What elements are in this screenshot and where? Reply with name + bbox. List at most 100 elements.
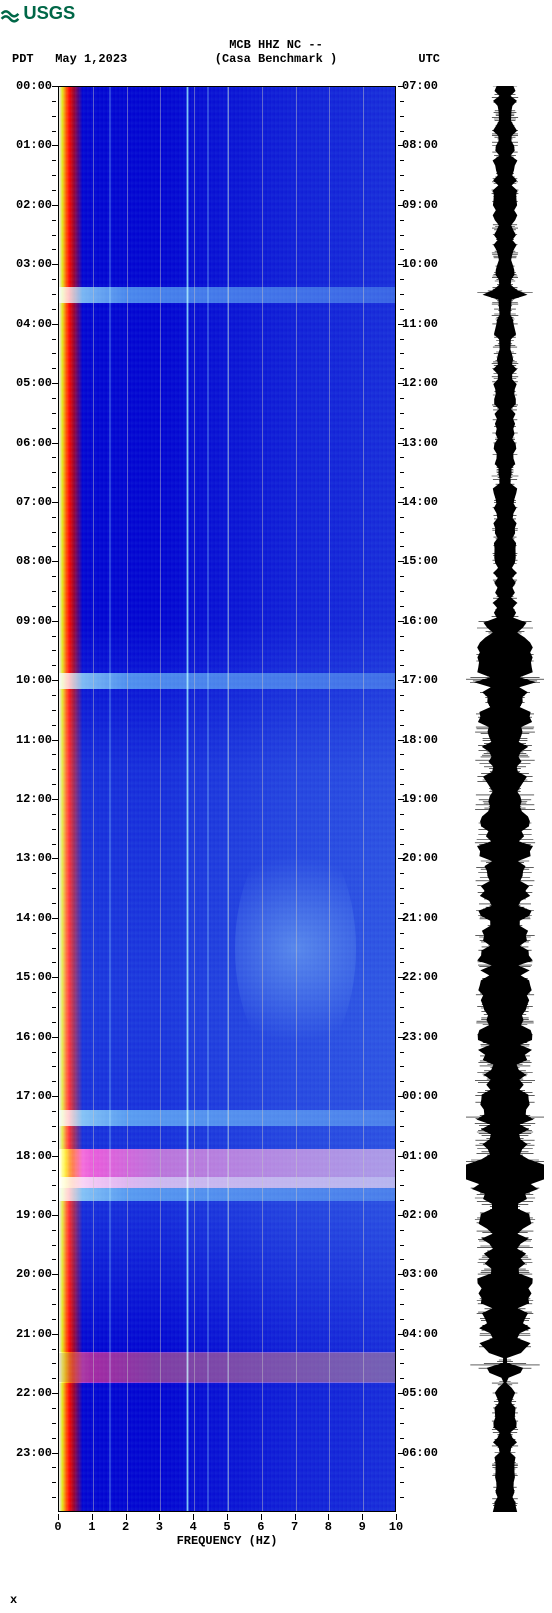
plot-header: MCB HHZ NC -- (Casa Benchmark ) PDT May … bbox=[0, 38, 552, 74]
yaxis-left-tick bbox=[52, 205, 58, 206]
yaxis-right-minor bbox=[400, 487, 404, 488]
yaxis-right-minor bbox=[400, 933, 404, 934]
yaxis-left-tick bbox=[52, 1037, 58, 1038]
yaxis-right-label: 22:00 bbox=[396, 971, 456, 983]
yaxis-right-label: 01:00 bbox=[396, 1150, 456, 1162]
seismogram-sidebar bbox=[466, 86, 544, 1512]
yaxis-right-tick bbox=[398, 621, 404, 622]
yaxis-left-minor bbox=[52, 665, 56, 666]
yaxis-left-minor bbox=[52, 487, 56, 488]
yaxis-left-tick bbox=[52, 443, 58, 444]
yaxis-right-tick bbox=[398, 383, 404, 384]
yaxis-right-minor bbox=[400, 665, 404, 666]
yaxis-left-minor bbox=[52, 220, 56, 221]
yaxis-right-minor bbox=[400, 1349, 404, 1350]
yaxis-right-minor bbox=[400, 457, 404, 458]
yaxis-right-tick bbox=[398, 1453, 404, 1454]
yaxis-left-label: 14:00 bbox=[0, 912, 58, 924]
xaxis-ticklabel: 3 bbox=[156, 1520, 163, 1534]
yaxis-right-minor bbox=[400, 428, 404, 429]
yaxis-left-minor bbox=[52, 353, 56, 354]
yaxis-left-minor bbox=[52, 1170, 56, 1171]
yaxis-right-label: 12:00 bbox=[396, 377, 456, 389]
yaxis-left-label: 22:00 bbox=[0, 1387, 58, 1399]
footer-mark: x bbox=[10, 1593, 17, 1607]
yaxis-left-minor bbox=[52, 695, 56, 696]
yaxis-right-minor bbox=[400, 1170, 404, 1171]
yaxis-left-minor bbox=[52, 235, 56, 236]
yaxis-right-minor bbox=[400, 888, 404, 889]
yaxis-left-label: 23:00 bbox=[0, 1447, 58, 1459]
yaxis-right-minor bbox=[400, 413, 404, 414]
yaxis-right-minor bbox=[400, 517, 404, 518]
yaxis-left-minor bbox=[52, 1081, 56, 1082]
yaxis-left-minor bbox=[52, 829, 56, 830]
yaxis-left-minor bbox=[52, 1111, 56, 1112]
yaxis-left-tick bbox=[52, 502, 58, 503]
yaxis-left-tick bbox=[52, 1215, 58, 1216]
yaxis-right-minor bbox=[400, 591, 404, 592]
yaxis-left-label: 19:00 bbox=[0, 1209, 58, 1221]
yaxis-right-label: 17:00 bbox=[396, 674, 456, 686]
yaxis-right-minor bbox=[400, 1497, 404, 1498]
xaxis-ticklabel: 8 bbox=[325, 1520, 332, 1534]
yaxis-right-minor bbox=[400, 962, 404, 963]
yaxis-left-label: 01:00 bbox=[0, 139, 58, 151]
yaxis-left-label: 13:00 bbox=[0, 852, 58, 864]
yaxis-right-label: 23:00 bbox=[396, 1031, 456, 1043]
yaxis-right-tick bbox=[398, 1156, 404, 1157]
xaxis-ticklabel: 9 bbox=[359, 1520, 366, 1534]
yaxis-left-tick bbox=[52, 561, 58, 562]
yaxis-right-minor bbox=[400, 1200, 404, 1201]
yaxis-right-tick bbox=[398, 324, 404, 325]
left-tz: PDT bbox=[12, 52, 34, 66]
yaxis-left-minor bbox=[52, 1497, 56, 1498]
yaxis-left-minor bbox=[52, 1126, 56, 1127]
yaxis-left-tick bbox=[52, 264, 58, 265]
yaxis-right-tick bbox=[398, 561, 404, 562]
yaxis-left-tick bbox=[52, 145, 58, 146]
yaxis-left-minor bbox=[52, 1200, 56, 1201]
yaxis-right-label: 03:00 bbox=[396, 1268, 456, 1280]
yaxis-right-tick bbox=[398, 799, 404, 800]
yaxis-right-minor bbox=[400, 1289, 404, 1290]
yaxis-right-minor bbox=[400, 1081, 404, 1082]
yaxis-right-minor bbox=[400, 1245, 404, 1246]
yaxis-right-tick bbox=[398, 264, 404, 265]
yaxis-right-minor bbox=[400, 948, 404, 949]
spectrogram-event-streak bbox=[59, 1110, 395, 1126]
yaxis-left-minor bbox=[52, 131, 56, 132]
yaxis-right-label: 08:00 bbox=[396, 139, 456, 151]
yaxis-right-minor bbox=[400, 903, 404, 904]
yaxis-left-label: 07:00 bbox=[0, 496, 58, 508]
xaxis-title: FREQUENCY (HZ) bbox=[58, 1534, 396, 1548]
yaxis-left-minor bbox=[52, 725, 56, 726]
yaxis-left-minor bbox=[52, 576, 56, 577]
yaxis-left-minor bbox=[52, 116, 56, 117]
yaxis-right-label: 13:00 bbox=[396, 437, 456, 449]
yaxis-right-tick bbox=[398, 977, 404, 978]
seismogram-trace bbox=[466, 86, 544, 1512]
yaxis-left-label: 17:00 bbox=[0, 1090, 58, 1102]
yaxis-left-label: 06:00 bbox=[0, 437, 58, 449]
yaxis-right-label: 11:00 bbox=[396, 318, 456, 330]
spectrogram-event-streak bbox=[59, 287, 395, 303]
yaxis-left-minor bbox=[52, 754, 56, 755]
yaxis-right-utc: 07:0008:0009:0010:0011:0012:0013:0014:00… bbox=[396, 86, 456, 1512]
yaxis-left-minor bbox=[52, 992, 56, 993]
yaxis-right-minor bbox=[400, 398, 404, 399]
yaxis-right-label: 05:00 bbox=[396, 1387, 456, 1399]
yaxis-right-minor bbox=[400, 368, 404, 369]
yaxis-right-label: 06:00 bbox=[396, 1447, 456, 1459]
yaxis-right-minor bbox=[400, 873, 404, 874]
yaxis-left-tick bbox=[52, 86, 58, 87]
page: USGS MCB HHZ NC -- (Casa Benchmark ) PDT… bbox=[0, 0, 552, 1613]
yaxis-right-minor bbox=[400, 769, 404, 770]
yaxis-right-minor bbox=[400, 814, 404, 815]
yaxis-right-minor bbox=[400, 636, 404, 637]
yaxis-left-minor bbox=[52, 294, 56, 295]
yaxis-right-minor bbox=[400, 1438, 404, 1439]
yaxis-left-minor bbox=[52, 1349, 56, 1350]
xaxis-ticklabel: 0 bbox=[54, 1520, 61, 1534]
yaxis-left-minor bbox=[52, 1022, 56, 1023]
